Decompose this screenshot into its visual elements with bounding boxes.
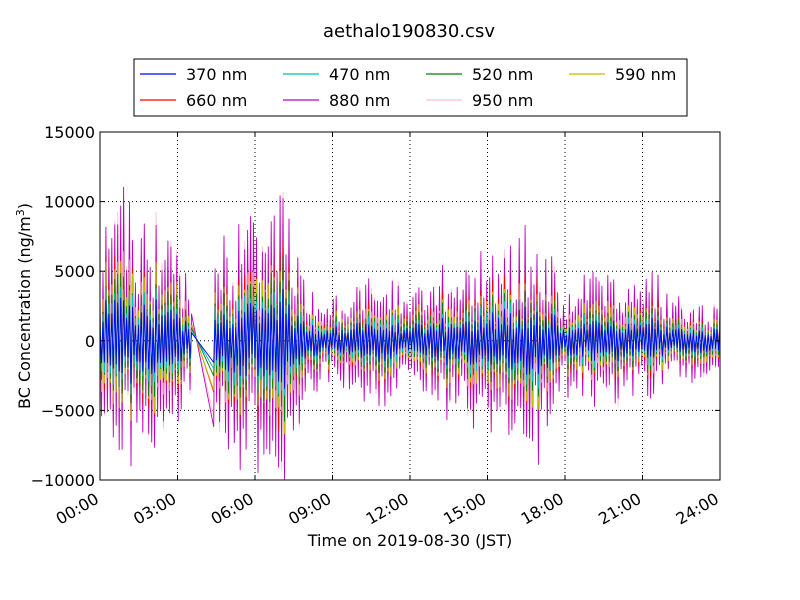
y-tick-label: 5000	[54, 262, 95, 281]
series-lines	[100, 186, 720, 480]
legend-label: 370 nm	[186, 65, 247, 84]
x-tick-label: 12:00	[363, 489, 412, 529]
x-tick-label: 06:00	[208, 489, 257, 529]
chart-title: aethalo190830.csv	[323, 21, 495, 42]
plot-area: 15000 10000 5000 0 −5000 −10000 00:00 03:00 06:…	[31, 123, 722, 529]
series-line-370-nm	[100, 288, 720, 389]
legend-label: 660 nm	[186, 91, 247, 110]
y-axis-label-end: )	[15, 203, 34, 209]
legend-label: 880 nm	[329, 91, 390, 110]
axis-ticks	[99, 131, 721, 481]
y-tick-label: −10000	[31, 471, 95, 490]
y-tick-label: 0	[85, 332, 95, 351]
y-axis-label-main: BC Concentration (ng/m	[15, 216, 34, 409]
y-axis-label: BC Concentration (ng/m3)	[14, 203, 34, 409]
plot-background	[100, 132, 720, 480]
x-axis-label: Time on 2019-08-30 (JST)	[307, 531, 512, 550]
x-tick-label: 18:00	[518, 489, 567, 529]
y-tick-label: −5000	[41, 401, 95, 420]
x-tick-label: 09:00	[285, 489, 334, 529]
legend-label: 950 nm	[472, 91, 533, 110]
y-tick-label: 15000	[44, 123, 95, 142]
y-axis-label-superscript: 3	[14, 209, 27, 216]
legend-label: 520 nm	[472, 65, 533, 84]
legend-label: 470 nm	[329, 65, 390, 84]
x-tick-label: 00:00	[53, 489, 102, 529]
legend-label: 590 nm	[615, 65, 676, 84]
y-tick-labels: 15000 10000 5000 0 −5000 −10000	[31, 123, 95, 490]
x-tick-label: 24:00	[673, 489, 722, 529]
legend: 370 nm 470 nm 520 nm 590 nm 660 nm 880 nm 950 …	[133, 58, 688, 117]
x-tick-label: 21:00	[595, 489, 644, 529]
legend-frame	[133, 58, 688, 117]
x-tick-label: 03:00	[130, 489, 179, 529]
x-tick-label: 15:00	[440, 489, 489, 529]
y-tick-label: 10000	[44, 193, 95, 212]
x-tick-labels: 00:00 03:00 06:00 09:00 12:00 15:00 18:00 21:00…	[53, 489, 722, 529]
